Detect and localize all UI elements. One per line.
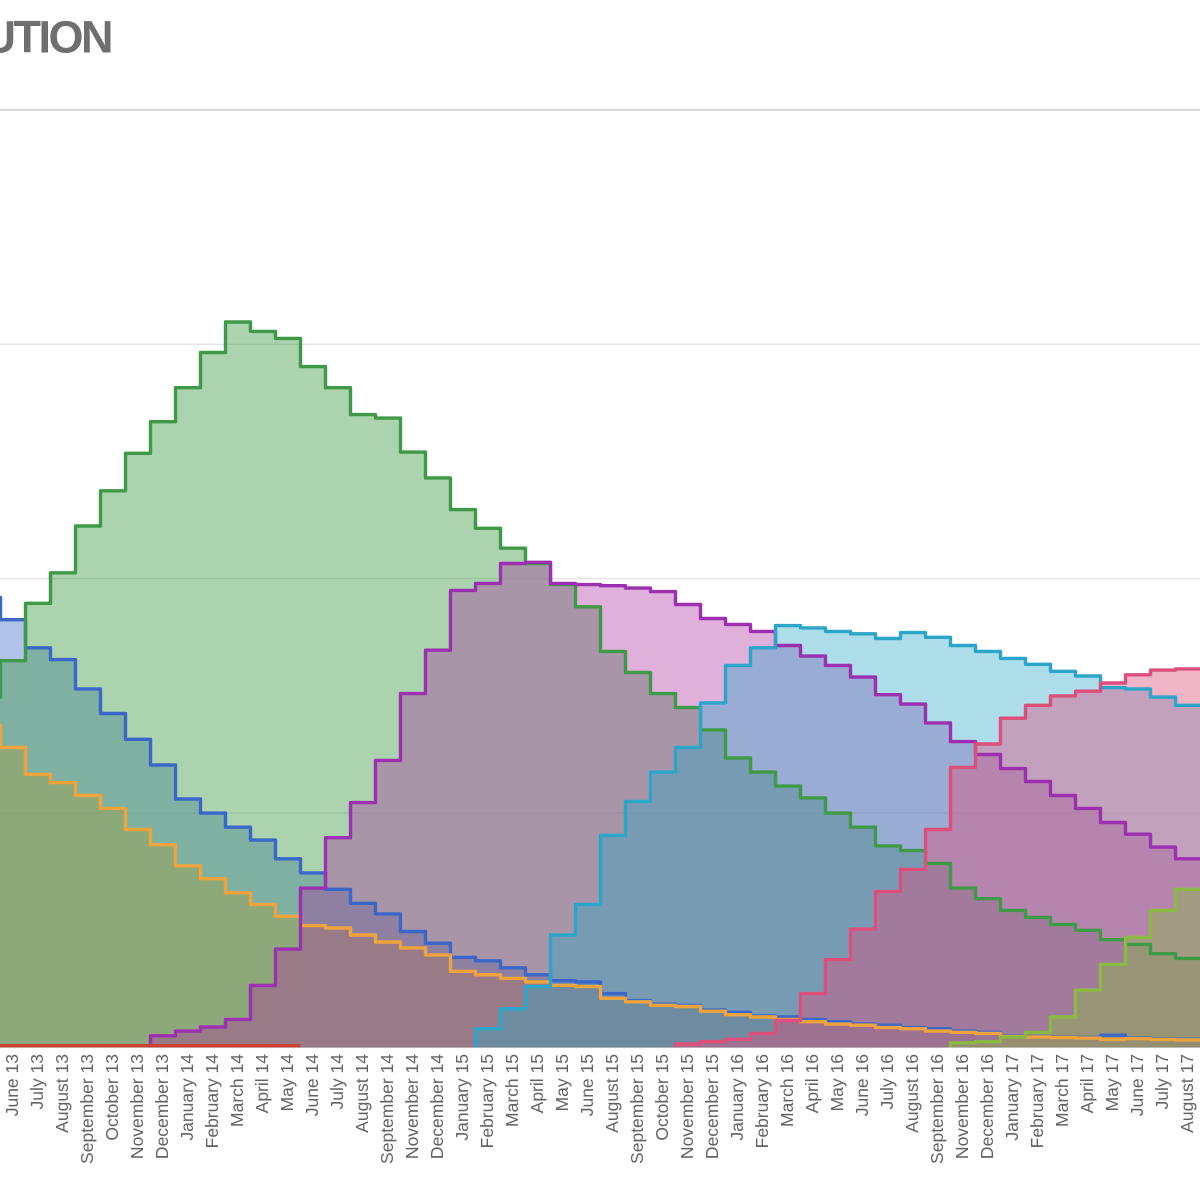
svg-text:May 16: May 16 bbox=[827, 1054, 847, 1111]
svg-text:November 13: November 13 bbox=[127, 1054, 147, 1159]
svg-text:August 13: August 13 bbox=[52, 1054, 72, 1133]
svg-text:December 16: December 16 bbox=[977, 1054, 997, 1159]
svg-text:August 15: August 15 bbox=[602, 1054, 622, 1133]
svg-text:August 14: August 14 bbox=[352, 1054, 372, 1133]
svg-text:July 14: July 14 bbox=[327, 1054, 347, 1110]
svg-text:April 16: April 16 bbox=[802, 1054, 822, 1113]
svg-text:June 17: June 17 bbox=[1127, 1054, 1147, 1116]
svg-text:November 16: November 16 bbox=[952, 1054, 972, 1159]
svg-text:January 15: January 15 bbox=[452, 1054, 472, 1141]
svg-text:June 14: June 14 bbox=[302, 1054, 322, 1117]
svg-text:August 16: August 16 bbox=[902, 1054, 922, 1133]
svg-text:May 15: May 15 bbox=[552, 1054, 572, 1111]
svg-text:September 14: September 14 bbox=[377, 1054, 397, 1164]
svg-text:December 15: December 15 bbox=[702, 1054, 722, 1159]
svg-text:February 17: February 17 bbox=[1027, 1054, 1047, 1148]
svg-text:UTION: UTION bbox=[0, 12, 111, 63]
svg-text:December 13: December 13 bbox=[152, 1054, 172, 1159]
svg-text:March 14: March 14 bbox=[227, 1054, 247, 1127]
svg-text:June 15: June 15 bbox=[577, 1054, 597, 1116]
svg-text:October 13: October 13 bbox=[102, 1054, 122, 1141]
svg-text:March 15: March 15 bbox=[502, 1054, 522, 1127]
svg-text:February 15: February 15 bbox=[477, 1054, 497, 1148]
svg-text:July 17: July 17 bbox=[1152, 1054, 1172, 1109]
svg-text:April 15: April 15 bbox=[527, 1054, 547, 1113]
svg-text:May 14: May 14 bbox=[277, 1054, 297, 1112]
svg-text:September 13: September 13 bbox=[77, 1054, 97, 1164]
svg-text:June 16: June 16 bbox=[852, 1054, 872, 1116]
svg-text:March 17: March 17 bbox=[1052, 1054, 1072, 1127]
svg-text:September 15: September 15 bbox=[627, 1054, 647, 1164]
svg-text:December 14: December 14 bbox=[427, 1054, 447, 1159]
svg-text:July 16: July 16 bbox=[877, 1054, 897, 1109]
svg-text:May 17: May 17 bbox=[1102, 1054, 1122, 1111]
svg-text:October 15: October 15 bbox=[652, 1054, 672, 1141]
svg-text:November 14: November 14 bbox=[402, 1054, 422, 1159]
svg-text:June 13: June 13 bbox=[2, 1054, 22, 1116]
svg-text:February 14: February 14 bbox=[202, 1054, 222, 1149]
svg-text:January 16: January 16 bbox=[727, 1054, 747, 1141]
svg-text:April 17: April 17 bbox=[1077, 1054, 1097, 1113]
svg-text:April 14: April 14 bbox=[252, 1054, 272, 1114]
svg-text:March 16: March 16 bbox=[777, 1054, 797, 1127]
svg-text:January 17: January 17 bbox=[1002, 1054, 1022, 1141]
svg-text:January 14: January 14 bbox=[177, 1054, 197, 1141]
svg-text:November 15: November 15 bbox=[677, 1054, 697, 1159]
svg-text:February 16: February 16 bbox=[752, 1054, 772, 1148]
svg-text:September 16: September 16 bbox=[927, 1054, 947, 1164]
svg-text:July 13: July 13 bbox=[27, 1054, 47, 1109]
svg-text:August 17: August 17 bbox=[1177, 1054, 1197, 1133]
